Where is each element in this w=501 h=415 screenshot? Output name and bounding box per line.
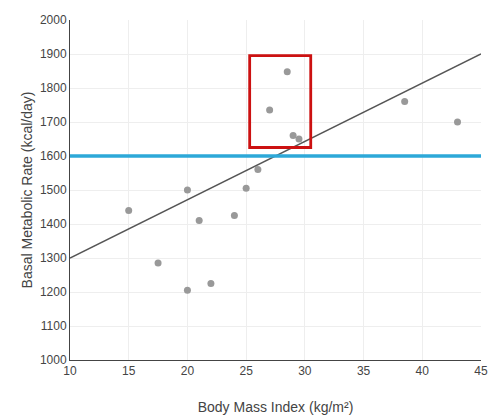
svg-text:1000: 1000 [40,353,67,367]
svg-text:1300: 1300 [40,251,67,265]
svg-text:35: 35 [357,364,371,378]
svg-text:15: 15 [122,364,136,378]
svg-text:Basal Metabolic Rate (kcal/day: Basal Metabolic Rate (kcal/day) [19,92,35,289]
svg-text:1400: 1400 [40,217,67,231]
svg-text:1700: 1700 [40,115,67,129]
svg-text:1800: 1800 [40,81,67,95]
svg-text:1900: 1900 [40,47,67,61]
svg-text:20: 20 [181,364,195,378]
svg-text:1600: 1600 [40,149,67,163]
svg-text:10: 10 [63,364,77,378]
svg-text:1100: 1100 [41,319,67,333]
svg-text:1200: 1200 [40,285,67,299]
svg-text:2000: 2000 [40,13,67,27]
svg-text:1500: 1500 [40,183,67,197]
svg-text:40: 40 [416,364,430,378]
svg-text:Body Mass Index (kg/m²): Body Mass Index (kg/m²) [198,399,354,415]
svg-text:30: 30 [298,364,312,378]
svg-text:25: 25 [239,364,253,378]
svg-text:45: 45 [474,364,488,378]
